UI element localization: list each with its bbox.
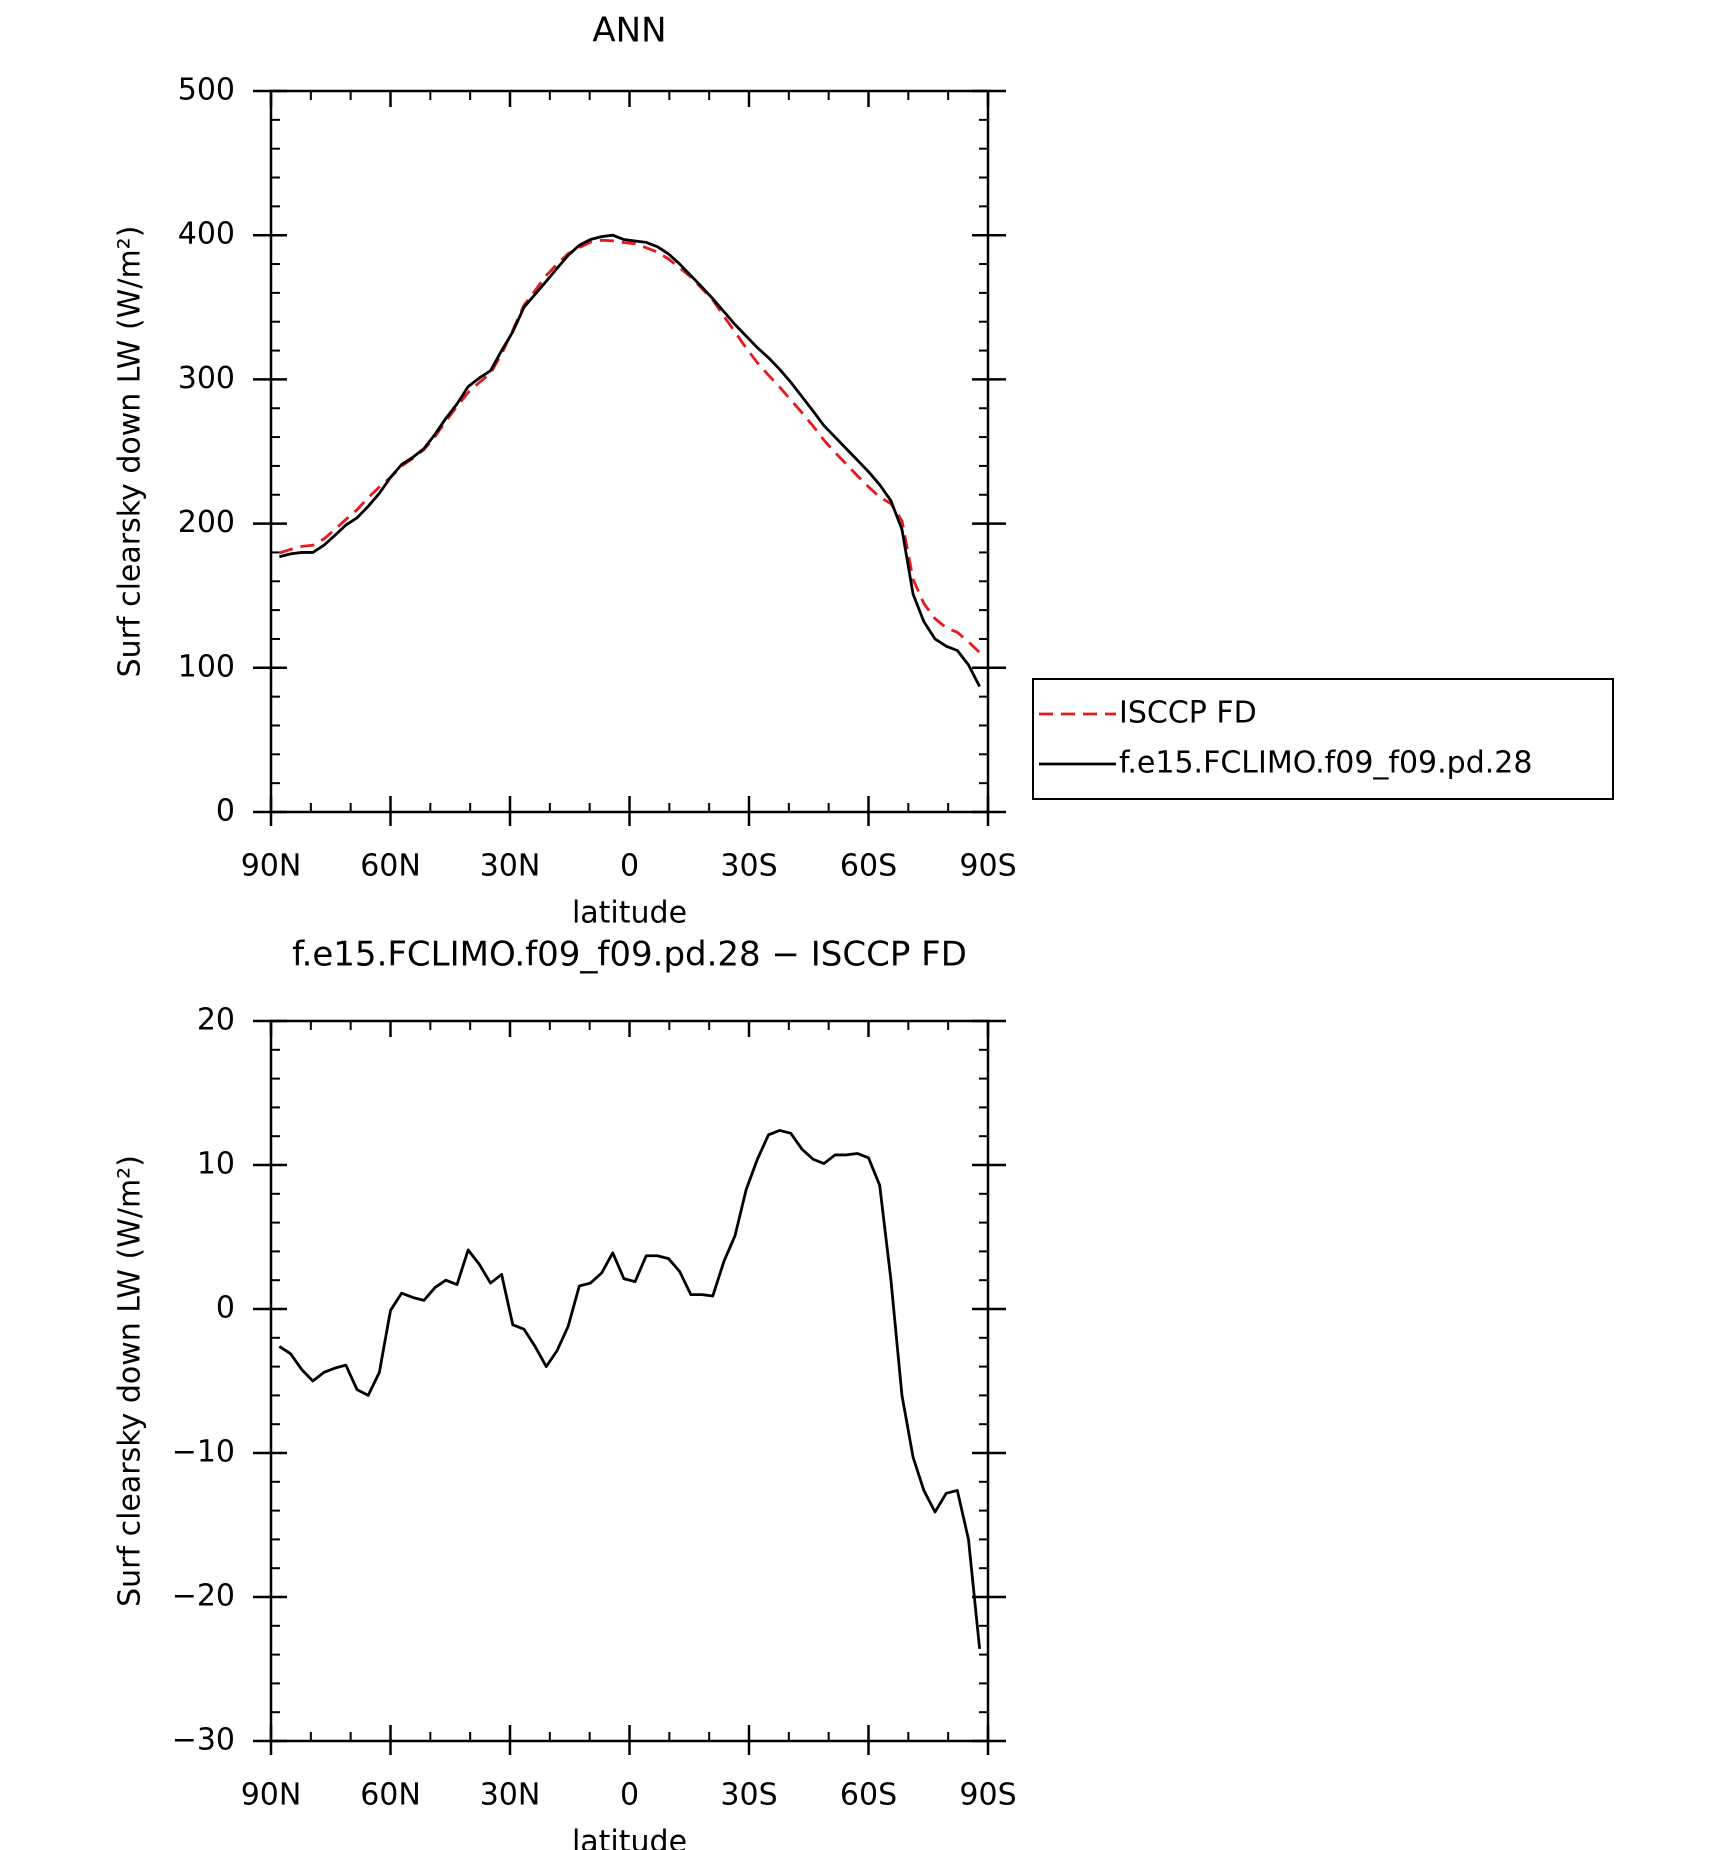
x-tick-label: 90N bbox=[241, 1778, 302, 1813]
chart-title: f.e15.FCLIMO.f09_f09.pd.28 − ISCCP FD bbox=[292, 935, 967, 975]
x-tick-label: 30S bbox=[720, 849, 777, 884]
legend-label: ISCCP FD bbox=[1119, 696, 1257, 731]
x-tick-label: 0 bbox=[620, 1778, 639, 1813]
y-tick-label: 0 bbox=[216, 1291, 235, 1326]
data-line bbox=[278, 1129, 982, 1649]
y-tick-label: 300 bbox=[178, 361, 235, 396]
y-tick-label: −20 bbox=[172, 1579, 235, 1614]
legend-box bbox=[1032, 678, 1614, 800]
x-tick-label: 60S bbox=[840, 849, 897, 884]
data-line bbox=[278, 238, 981, 654]
x-tick-label: 90S bbox=[959, 1778, 1016, 1813]
plot-frame bbox=[269, 89, 990, 814]
x-tick-label: 60N bbox=[360, 849, 421, 884]
y-tick-label: 200 bbox=[178, 505, 235, 540]
y-tick-label: 10 bbox=[197, 1147, 235, 1182]
x-tick-label: 30S bbox=[720, 1778, 777, 1813]
y-axis-label: Surf clearsky down LW (W/m²) bbox=[113, 226, 148, 678]
x-tick-label: 30N bbox=[480, 1778, 541, 1813]
y-tick-label: 400 bbox=[178, 217, 235, 252]
data-line bbox=[279, 233, 981, 688]
x-tick-label: 90S bbox=[959, 849, 1016, 884]
x-axis-label: latitude bbox=[572, 896, 687, 931]
x-tick-label: 30N bbox=[480, 849, 541, 884]
y-tick-label: −10 bbox=[172, 1435, 235, 1470]
legend-label: f.e15.FCLIMO.f09_f09.pd.28 bbox=[1119, 746, 1532, 781]
plot-frame bbox=[269, 1019, 990, 1743]
chart-title: ANN bbox=[592, 11, 666, 51]
y-tick-label: 20 bbox=[197, 1003, 235, 1038]
y-tick-label: 0 bbox=[216, 794, 235, 829]
x-tick-label: 60S bbox=[840, 1778, 897, 1813]
y-tick-label: −30 bbox=[172, 1723, 235, 1758]
x-tick-label: 60N bbox=[360, 1778, 421, 1813]
y-tick-label: 500 bbox=[178, 73, 235, 108]
x-tick-label: 0 bbox=[620, 849, 639, 884]
y-tick-label: 100 bbox=[178, 649, 235, 684]
x-tick-label: 90N bbox=[241, 849, 302, 884]
y-axis-label: Surf clearsky down LW (W/m²) bbox=[113, 1155, 148, 1607]
x-axis-label: latitude bbox=[572, 1825, 687, 1850]
